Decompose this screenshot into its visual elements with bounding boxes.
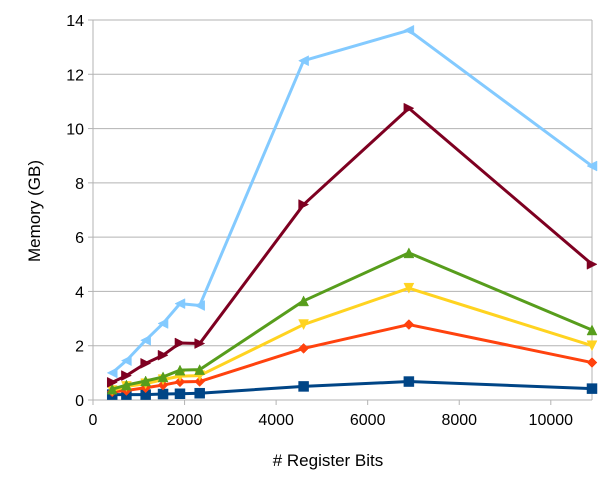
data-point-triangle-up [586, 324, 598, 336]
data-point-triangle-right [194, 338, 206, 349]
data-point-square [194, 387, 205, 399]
data-point-triangle-up [121, 379, 132, 391]
x-tick-label: 2000 [167, 412, 203, 429]
data-point-triangle-left [174, 298, 186, 310]
data-point-triangle-right [586, 258, 598, 270]
series-group [106, 24, 598, 400]
data-point-diamond [194, 376, 206, 387]
data-point-triangle-right [106, 376, 118, 388]
data-point-square [298, 381, 309, 392]
y-tick-label: 8 [75, 176, 84, 193]
data-point-triangle-right [298, 199, 310, 210]
data-point-triangle-left [194, 300, 205, 311]
data-point-triangle-left [586, 160, 598, 172]
series-5 [106, 102, 598, 388]
data-point-triangle-up [403, 247, 415, 259]
x-tick-label: 8000 [441, 412, 477, 429]
data-point-diamond [403, 319, 415, 330]
series-6 [106, 24, 598, 379]
data-point-triangle-right [140, 357, 152, 369]
data-point-triangle-up [140, 375, 152, 387]
data-point-square [157, 388, 169, 400]
data-point-triangle-left [403, 24, 415, 36]
data-point-triangle-up [298, 295, 309, 307]
data-point-diamond [174, 376, 186, 388]
data-point-triangle-right [403, 102, 415, 114]
data-point-triangle-up [157, 371, 169, 383]
data-point-square [174, 388, 186, 400]
x-tick-label: 0 [89, 412, 98, 429]
y-tick-label: 4 [75, 284, 84, 301]
data-point-triangle-left [140, 334, 151, 346]
data-point-triangle-up [106, 383, 118, 395]
data-point-triangle-up [194, 364, 206, 375]
data-point-diamond [298, 343, 309, 354]
data-point-diamond [586, 357, 598, 368]
series-4 [106, 247, 598, 395]
data-point-triangle-right [174, 337, 186, 349]
data-point-triangle-down [298, 319, 309, 331]
data-point-square [403, 376, 415, 387]
data-point-triangle-left [298, 55, 309, 67]
data-point-square [586, 383, 598, 394]
data-point-triangle-up [174, 364, 186, 376]
data-point-triangle-down [586, 340, 598, 352]
y-tick-label: 14 [66, 13, 84, 30]
y-tick-label: 0 [75, 393, 84, 410]
gridlines [93, 19, 592, 401]
x-tick-label: 6000 [350, 412, 386, 429]
y-tick-label: 12 [66, 67, 84, 84]
data-point-triangle-left [157, 318, 169, 329]
y-tick-label: 2 [75, 339, 84, 356]
x-axis-title: # Register Bits [273, 451, 384, 470]
series-line [111, 106, 593, 384]
data-point-triangle-left [106, 367, 118, 379]
data-point-triangle-right [157, 349, 169, 361]
axes [88, 19, 593, 405]
data-point-triangle-left [120, 355, 132, 367]
y-tick-label: 10 [66, 122, 84, 139]
data-point-triangle-right [121, 370, 132, 381]
y-axis-title: Memory (GB) [25, 160, 44, 262]
tick-labels: 0 2 4 6 8 10 12 14 0 2000 4000 6000 8000 10000 [66, 13, 573, 429]
series-line [111, 251, 593, 391]
data-point-triangle-down [403, 282, 415, 294]
y-tick-label: 6 [75, 230, 84, 247]
x-tick-label: 4000 [258, 412, 294, 429]
x-tick-label: 10000 [529, 412, 574, 429]
